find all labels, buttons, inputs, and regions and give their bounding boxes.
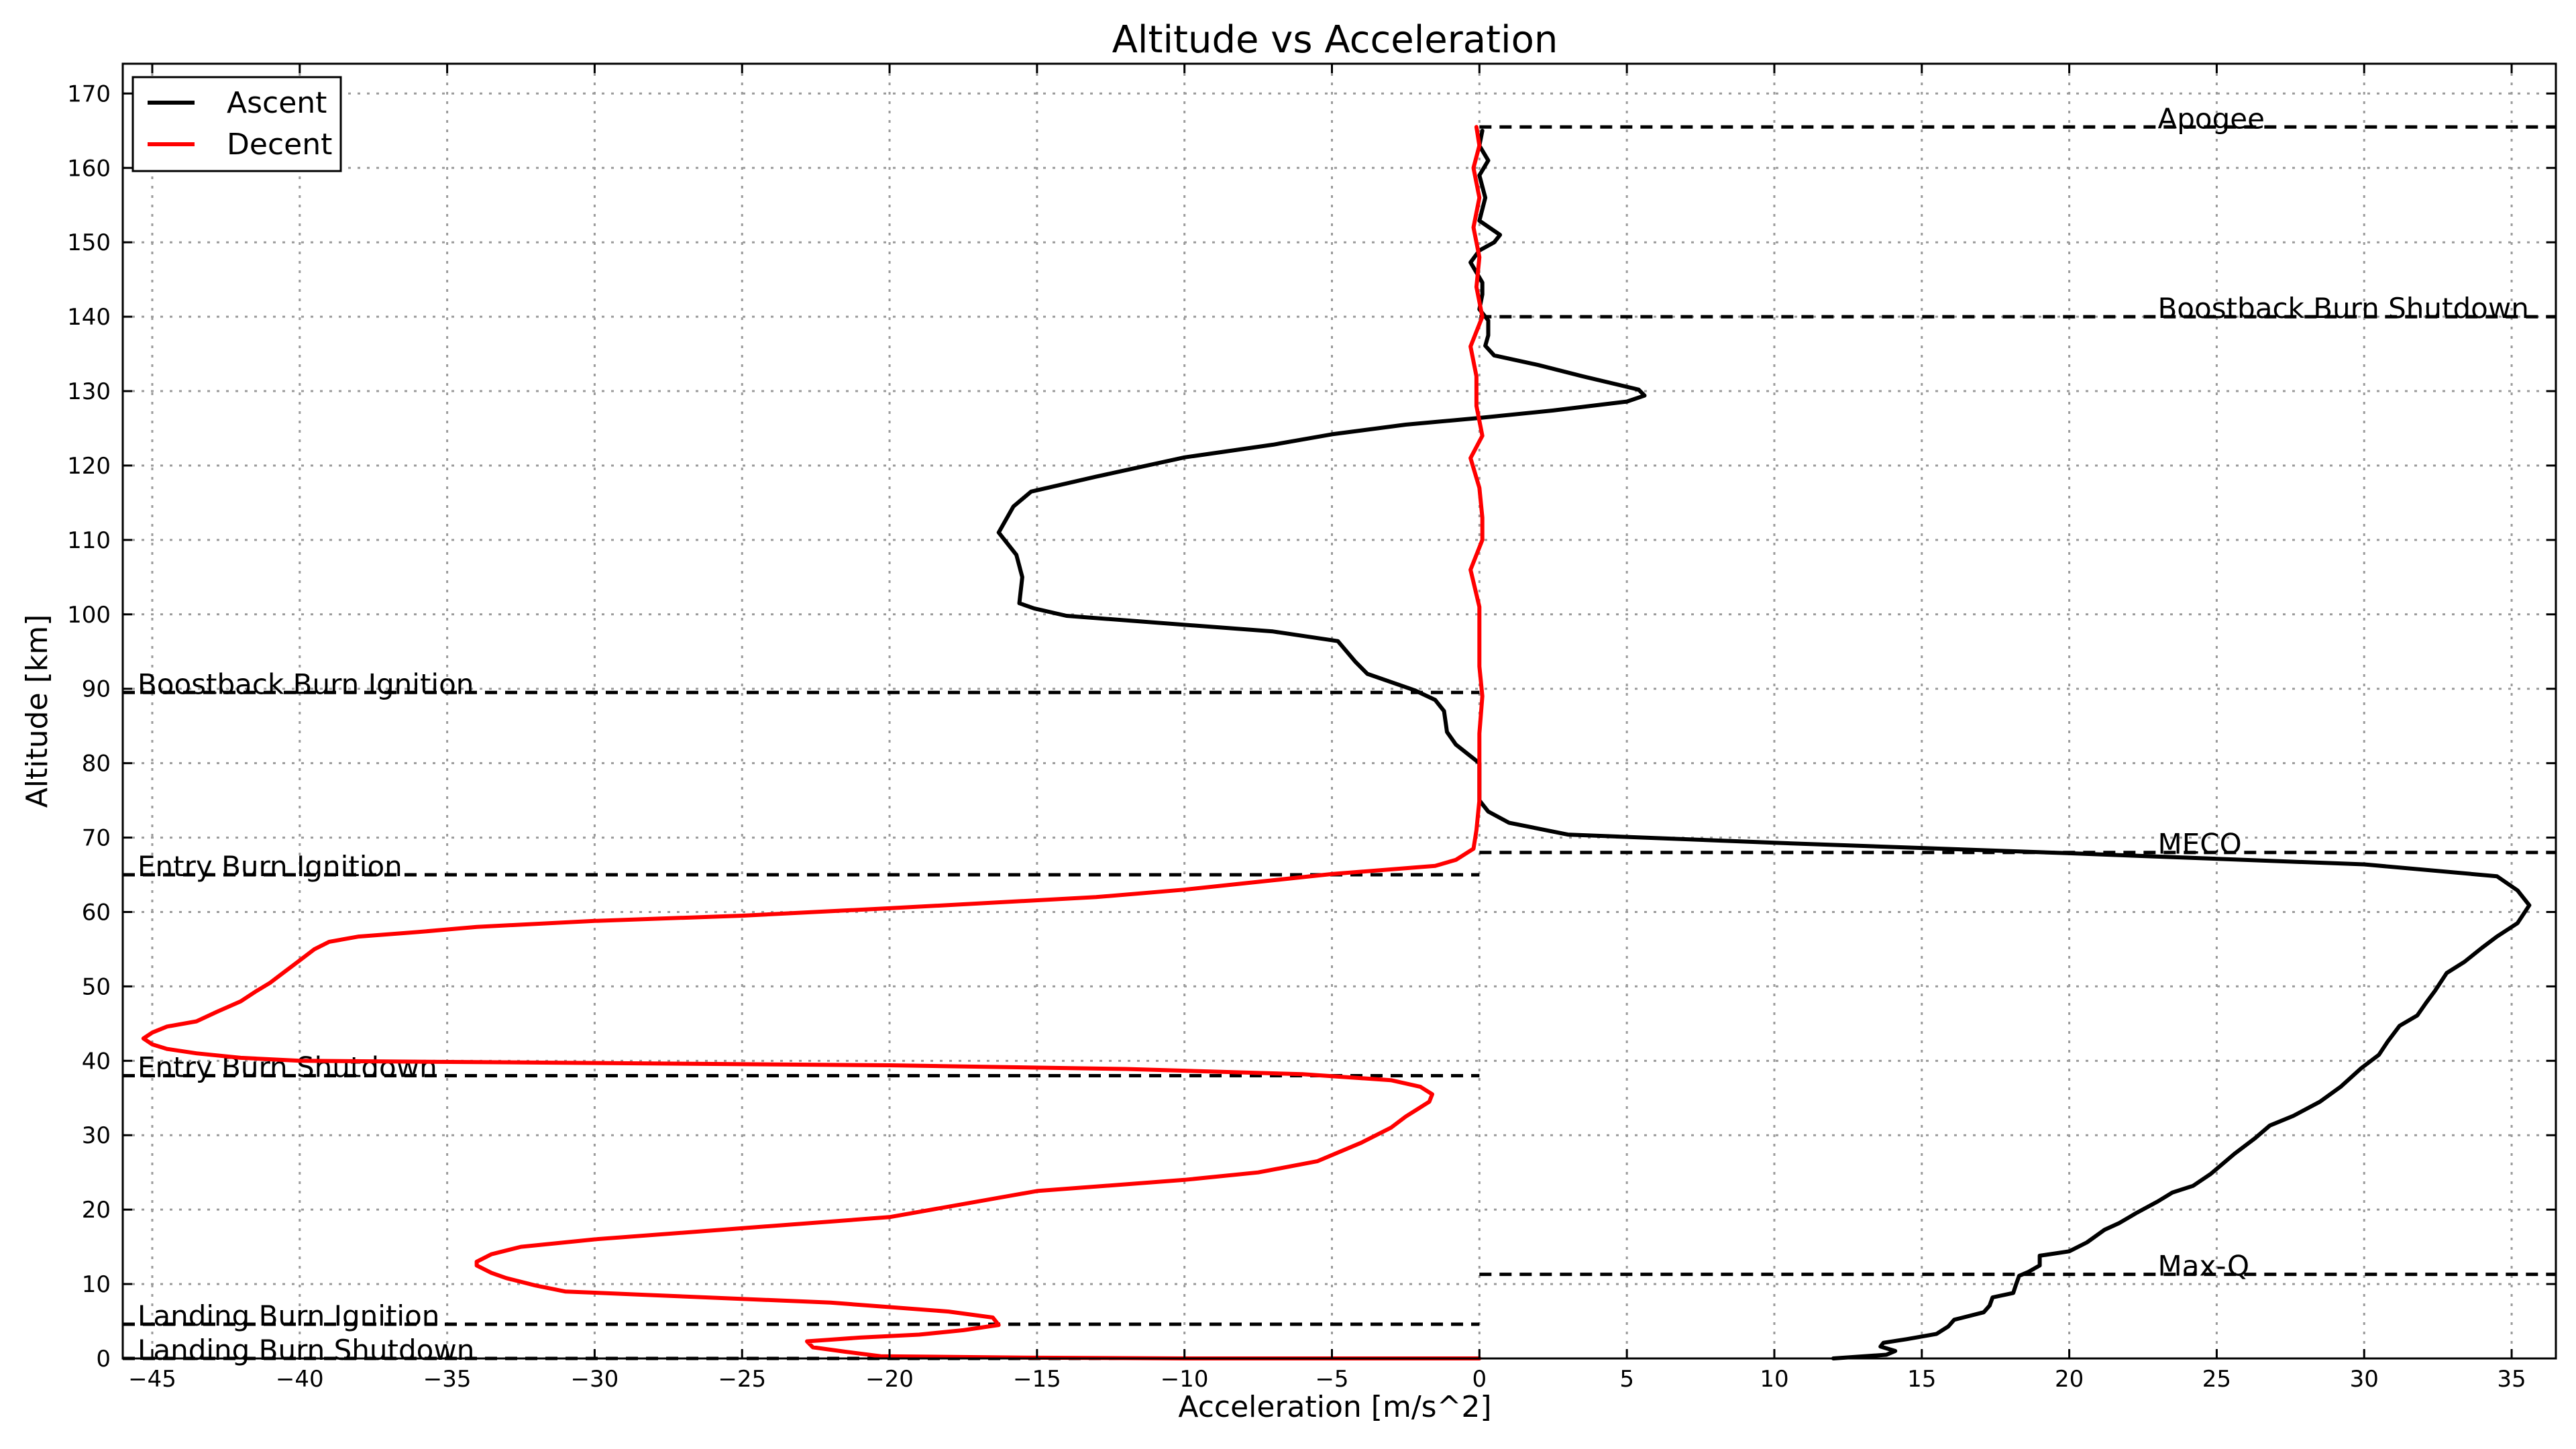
y-tick-label: 60 xyxy=(82,899,111,926)
event-label: Entry Burn Shutdown xyxy=(138,1051,437,1084)
x-tick-label: 30 xyxy=(2350,1366,2379,1393)
y-tick-label: 80 xyxy=(82,751,111,777)
y-tick-label: 30 xyxy=(82,1122,111,1149)
y-tick-label: 110 xyxy=(67,527,111,554)
x-tick-label: 10 xyxy=(1760,1366,1788,1393)
event-label: Landing Burn Ignition xyxy=(138,1299,439,1332)
x-tick-label: 20 xyxy=(2055,1366,2084,1393)
y-tick-label: 130 xyxy=(67,378,111,405)
legend-box xyxy=(131,76,342,172)
y-tick-label: 0 xyxy=(96,1346,111,1373)
event-markers: Apogee Boostback Burn Shutdown Boostback B… xyxy=(123,102,2556,1366)
event-label: Entry Burn Ignition xyxy=(138,850,402,883)
x-tick-label: 25 xyxy=(2202,1366,2231,1393)
y-tick-label: 10 xyxy=(82,1271,111,1298)
series-line-ascent xyxy=(996,128,2532,1360)
x-tick-label: −5 xyxy=(1315,1366,1348,1393)
plot-frame xyxy=(121,62,2557,1360)
x-tick-label: −10 xyxy=(1161,1366,1209,1393)
legend: Ascent Decent xyxy=(131,76,342,172)
x-tick-label: −40 xyxy=(276,1366,324,1393)
x-axis-label: Acceleration [m/s^2] xyxy=(1178,1390,1491,1424)
y-tick-label: 100 xyxy=(67,602,111,629)
x-tick-label: −45 xyxy=(128,1366,176,1393)
event-label: Boostback Burn Ignition xyxy=(138,667,474,700)
axis-ticks: −45 −40 −35 −30 −25 −20 −15 −10 −5 0 5 10 15 20 25 30 35… xyxy=(67,64,2556,1393)
y-tick-label: 50 xyxy=(82,973,111,1000)
event-label: MECO xyxy=(2157,828,2241,861)
x-tick-label: −30 xyxy=(571,1366,619,1393)
y-tick-label: 40 xyxy=(82,1048,111,1075)
y-tick-label: 120 xyxy=(67,453,111,480)
y-tick-label: 160 xyxy=(67,155,111,182)
y-tick-label: 70 xyxy=(82,825,111,852)
event-label: Apogee xyxy=(2157,102,2264,135)
x-tick-label: 35 xyxy=(2497,1366,2526,1393)
y-tick-label: 170 xyxy=(67,80,111,107)
event-label: Landing Burn Shutdown xyxy=(138,1334,474,1366)
event-label: Max-Q xyxy=(2157,1250,2249,1283)
y-tick-label: 20 xyxy=(82,1197,111,1224)
y-tick-label: 140 xyxy=(67,304,111,331)
series-lines xyxy=(141,125,2532,1360)
y-tick-label: 90 xyxy=(82,676,111,703)
grid xyxy=(123,64,2556,1360)
legend-label-ascent: Ascent xyxy=(227,86,327,120)
x-tick-label: −20 xyxy=(865,1366,914,1393)
y-tick-label: 150 xyxy=(67,229,111,256)
event-label: Boostback Burn Shutdown xyxy=(2157,292,2528,325)
x-tick-label: −25 xyxy=(718,1366,766,1393)
x-tick-label: −35 xyxy=(423,1366,472,1393)
x-tick-label: 5 xyxy=(1619,1366,1634,1393)
x-tick-label: −15 xyxy=(1013,1366,1061,1393)
legend-label-decent: Decent xyxy=(227,127,332,162)
x-tick-label: 0 xyxy=(1472,1366,1487,1393)
y-axis-label: Altitude [km] xyxy=(20,614,54,808)
x-tick-label: 15 xyxy=(1907,1366,1936,1393)
series-line-decent xyxy=(141,125,1485,1360)
chart-title: Altitude vs Acceleration xyxy=(1112,18,1558,62)
